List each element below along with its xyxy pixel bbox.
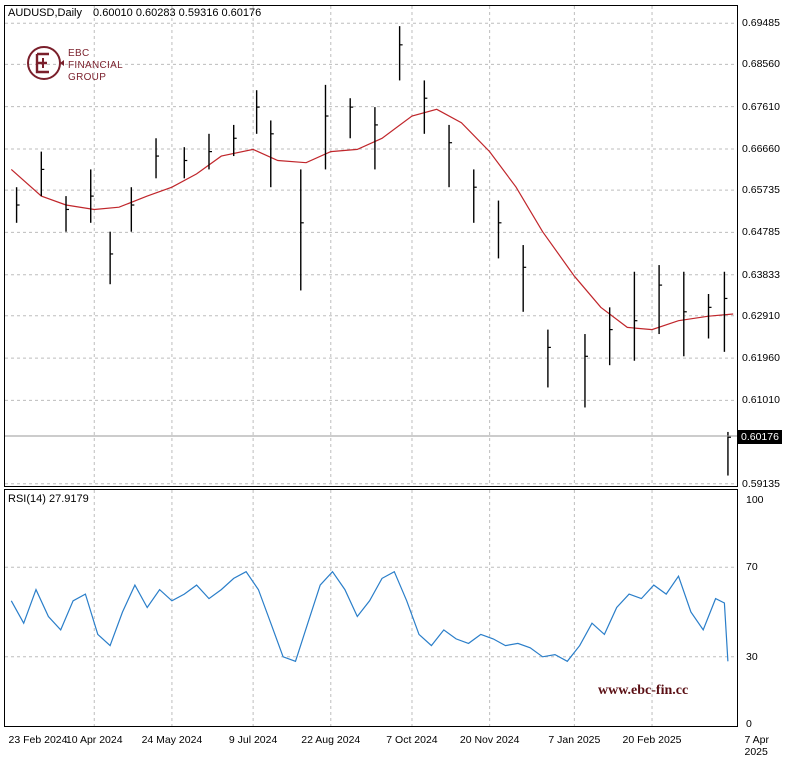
y-tick-label: 0.62910 [742,309,780,322]
y-tick-label: 0.61960 [742,352,780,365]
rsi-panel-frame [4,489,738,727]
x-tick-label: 23 Feb 2024 [8,734,68,746]
ohlc-readout: 0.60010 0.60283 0.59316 0.60176 [93,7,262,19]
x-tick-label: 20 Feb 2025 [622,734,682,746]
rsi-title: RSI(14) 27.9179 [8,493,89,505]
x-tick-label: 7 Jan 2025 [548,734,601,746]
x-tick-label: 7 Apr 2025 [744,734,770,758]
rsi-tick-label: 30 [746,650,758,663]
moving-average-line [10,108,734,331]
rsi-tick-label: 100 [746,494,764,506]
y-tick-label: 0.68560 [742,58,780,71]
price-bars [15,26,731,476]
y-tick-label: 0.61010 [742,394,780,407]
price-panel-frame [4,5,738,487]
x-tick-label: 9 Jul 2024 [228,734,278,746]
ma-path [10,108,734,331]
logo-line-ebc: EBC [68,48,90,59]
logo-line-group: GROUP [68,72,107,83]
x-tick-label: 10 Apr 2024 [65,734,123,746]
x-tick-label: 7 Oct 2024 [386,734,438,746]
rsi-tick-label: 70 [746,561,758,574]
y-tick-label: 0.66660 [742,142,780,155]
last-price-tag: 0.60176 [738,430,782,444]
x-tick-label: 20 Nov 2024 [459,734,520,746]
symbol-label: AUDUSD,Daily [8,7,82,19]
y-tick-label: 0.59135 [742,477,780,490]
rsi-path [10,570,729,663]
rsi-line [10,570,729,663]
rsi-tick-label: 0 [746,718,752,730]
y-tick-label: 0.67610 [742,100,780,113]
ebc-logo-icon [27,46,64,80]
watermark: www.ebc-fin.cc [598,683,689,698]
chart-title: AUDUSD,Daily 0.60010 0.60283 0.59316 0.6… [8,7,261,19]
y-tick-label: 0.64785 [742,226,780,239]
y-tick-label: 0.63833 [742,268,780,281]
logo-line-financial: FINANCIAL [68,60,123,71]
x-tick-label: 24 May 2024 [141,734,203,746]
x-tick-label: 22 Aug 2024 [301,734,361,746]
grid [5,6,737,726]
y-tick-label: 0.65735 [742,184,780,197]
y-tick-label: 0.69485 [742,17,780,30]
